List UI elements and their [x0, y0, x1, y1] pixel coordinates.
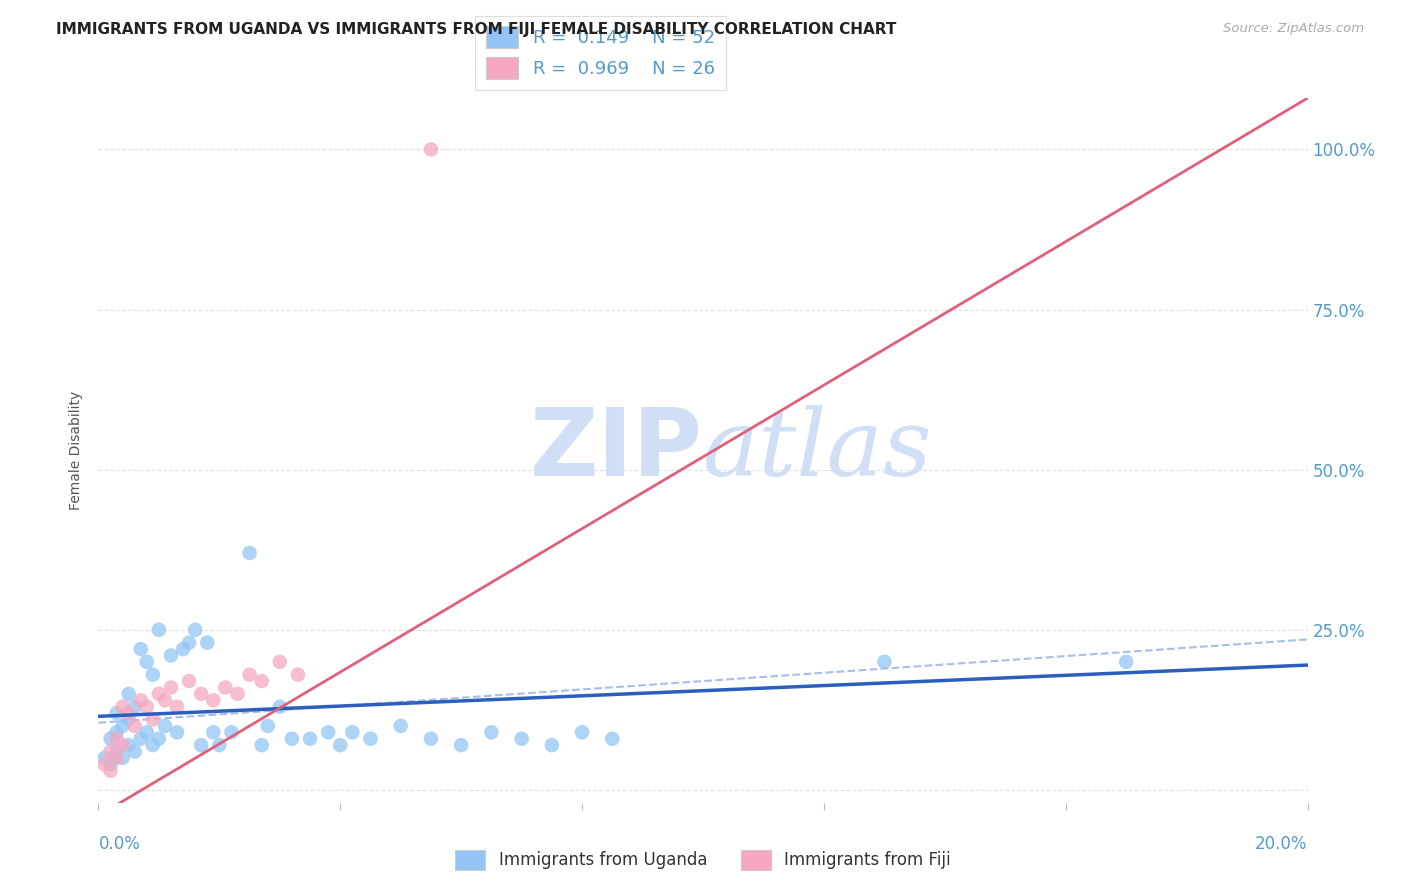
Point — [179, 674, 201, 689]
Legend: R =  0.149    N = 52, R =  0.969    N = 26: R = 0.149 N = 52, R = 0.969 N = 26 — [475, 15, 725, 90]
Point — [118, 713, 141, 727]
Point — [93, 757, 115, 772]
Text: 0.0%: 0.0% — [98, 835, 141, 853]
Point — [571, 725, 593, 739]
Point — [100, 745, 122, 759]
Point — [602, 731, 624, 746]
Text: IMMIGRANTS FROM UGANDA VS IMMIGRANTS FROM FIJI FEMALE DISABILITY CORRELATION CHA: IMMIGRANTS FROM UGANDA VS IMMIGRANTS FRO… — [56, 22, 897, 37]
Point — [239, 667, 262, 681]
Point — [135, 655, 157, 669]
Point — [148, 623, 170, 637]
Point — [100, 731, 122, 746]
Point — [111, 719, 134, 733]
Point — [111, 699, 134, 714]
Point — [1115, 655, 1137, 669]
Point — [105, 725, 128, 739]
Point — [226, 687, 249, 701]
Point — [129, 693, 152, 707]
Point — [105, 751, 128, 765]
Point — [142, 738, 165, 752]
Point — [540, 738, 562, 752]
Point — [93, 751, 115, 765]
Point — [250, 738, 273, 752]
Point — [510, 731, 533, 746]
Point — [100, 757, 122, 772]
Point — [124, 719, 146, 733]
Point — [256, 719, 278, 733]
Point — [153, 719, 176, 733]
Point — [420, 142, 443, 156]
Point — [360, 731, 382, 746]
Point — [316, 725, 339, 739]
Point — [389, 719, 412, 733]
Point — [135, 725, 157, 739]
Point — [142, 667, 165, 681]
Point — [179, 635, 201, 649]
Point — [202, 693, 225, 707]
Point — [118, 687, 141, 701]
Point — [269, 699, 291, 714]
Point — [287, 667, 309, 681]
Point — [250, 674, 273, 689]
Point — [420, 731, 443, 746]
Point — [105, 706, 128, 720]
Point — [111, 738, 134, 752]
Point — [153, 693, 176, 707]
Text: 20.0%: 20.0% — [1256, 835, 1308, 853]
Point — [202, 725, 225, 739]
Point — [129, 642, 152, 657]
Point — [329, 738, 352, 752]
Point — [269, 655, 291, 669]
Point — [142, 713, 165, 727]
Point — [105, 745, 128, 759]
Point — [124, 699, 146, 714]
Point — [166, 699, 188, 714]
Point — [118, 738, 141, 752]
Text: ZIP: ZIP — [530, 404, 703, 497]
Point — [160, 648, 183, 663]
Point — [190, 738, 212, 752]
Point — [214, 681, 236, 695]
Point — [172, 642, 194, 657]
Point — [190, 687, 212, 701]
Point — [148, 687, 170, 701]
Point — [281, 731, 304, 746]
Point — [450, 738, 472, 752]
Legend: Immigrants from Uganda, Immigrants from Fiji: Immigrants from Uganda, Immigrants from … — [449, 843, 957, 877]
Point — [481, 725, 503, 739]
Point — [342, 725, 364, 739]
Point — [111, 751, 134, 765]
Point — [118, 706, 141, 720]
Y-axis label: Female Disability: Female Disability — [69, 391, 83, 510]
Point — [100, 764, 122, 778]
Text: atlas: atlas — [703, 406, 932, 495]
Point — [184, 623, 207, 637]
Point — [208, 738, 231, 752]
Point — [195, 635, 218, 649]
Point — [105, 731, 128, 746]
Point — [166, 725, 188, 739]
Point — [239, 546, 262, 560]
Text: Source: ZipAtlas.com: Source: ZipAtlas.com — [1223, 22, 1364, 36]
Point — [873, 655, 896, 669]
Point — [221, 725, 243, 739]
Point — [129, 731, 152, 746]
Point — [148, 731, 170, 746]
Point — [160, 681, 183, 695]
Point — [299, 731, 322, 746]
Point — [124, 745, 146, 759]
Point — [135, 699, 157, 714]
